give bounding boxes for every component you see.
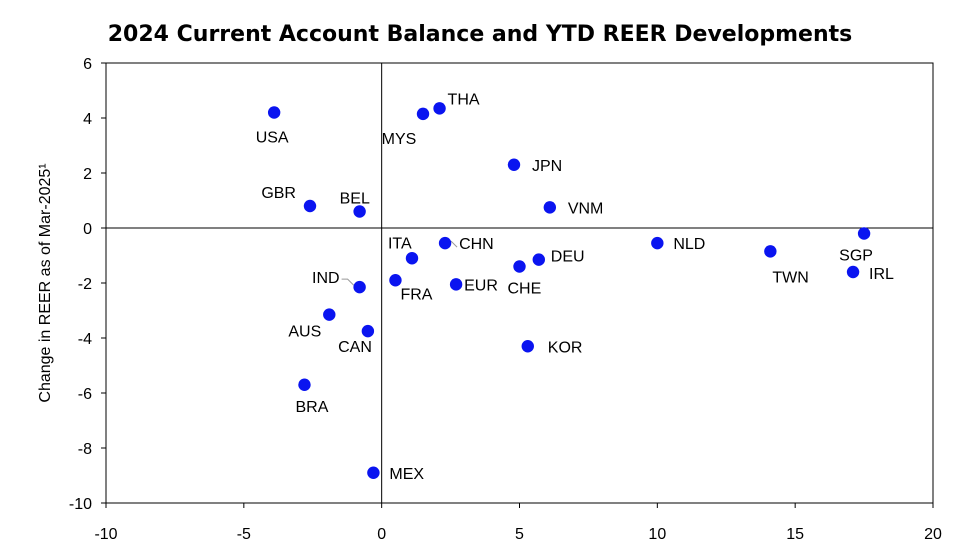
point-label-tha: THA [448,91,480,108]
x-tick-label: 20 [924,526,942,543]
point-label-irl: IRL [869,266,894,283]
data-point-ind [353,280,366,294]
data-point-mys [416,107,430,121]
point-label-mex: MEX [389,466,424,483]
data-point-mex [367,466,380,479]
data-point-bel [353,205,366,218]
point-label-can: CAN [338,339,372,356]
data-point-twn [764,245,777,258]
data-point-usa [267,106,281,119]
data-point-sgp [857,227,871,240]
leader-line-ind [341,278,354,286]
point-labels: USA MYS THA JPN GBR BEL VNM SGP ITA CHN NLD TWN DEU C… [256,91,894,482]
point-label-mys: MYS [382,131,417,148]
data-point-aus [323,308,336,321]
point-label-ind: IND [312,270,340,287]
y-tick-label: 6 [83,56,92,73]
x-tick-label: 10 [648,526,666,543]
y-tick-label: 4 [83,111,92,128]
data-point-eur [449,278,463,291]
point-label-ita: ITA [388,235,412,252]
y-axis-title: Change in REER as of Mar-2025¹ [37,163,54,402]
y-tick-label: -10 [69,496,92,513]
x-tick-label: 0 [377,526,386,543]
x-tick-label: 5 [515,526,524,543]
data-point-jpn [507,158,521,171]
point-label-gbr: GBR [261,185,296,202]
point-label-fra: FRA [400,286,432,303]
point-label-deu: DEU [551,249,585,266]
point-label-jpn: JPN [532,158,562,175]
x-tick-label: 15 [786,526,804,543]
point-label-sgp: SGP [839,248,873,265]
point-label-vnm: VNM [568,200,604,217]
y-axis-ticks: -10 -8 -6 -4 -2 0 2 4 6 [69,56,106,513]
point-label-kor: KOR [548,339,583,356]
y-tick-label: -4 [78,331,92,348]
point-label-aus: AUS [288,324,321,341]
data-point-vnm [543,201,557,214]
x-axis-ticks: -10 -5 0 5 10 15 20 [94,503,942,543]
data-point-kor [521,340,534,353]
leader-line-chn [450,240,458,248]
point-label-chn: CHN [459,236,494,253]
point-label-che: CHE [508,281,542,298]
y-tick-label: -2 [78,276,92,293]
y-tick-label: 0 [83,221,92,238]
y-tick-label: -6 [78,386,92,403]
point-label-eur: EUR [464,277,498,294]
data-point-irl [846,265,860,279]
data-point-che [513,260,526,273]
data-point-bra [298,378,311,391]
data-point-deu [532,253,545,266]
data-point-ita [405,252,419,265]
point-label-nld: NLD [673,236,705,253]
point-label-usa: USA [256,130,289,147]
x-tick-label: -5 [237,526,251,543]
x-tick-label: -10 [94,526,117,543]
point-label-twn: TWN [772,269,808,286]
data-point-chn [438,236,452,250]
data-point-gbr [303,199,317,213]
data-points [267,102,871,479]
point-label-bel: BEL [340,191,370,208]
chart-title: 2024 Current Account Balance and YTD REE… [107,22,853,47]
y-tick-label: -8 [78,441,92,458]
data-point-nld [651,236,664,250]
y-tick-label: 2 [83,166,92,183]
data-point-tha [433,102,446,115]
data-point-fra [389,274,402,287]
leader-lines [341,240,458,286]
data-point-can [361,324,375,338]
point-label-bra: BRA [295,399,328,416]
